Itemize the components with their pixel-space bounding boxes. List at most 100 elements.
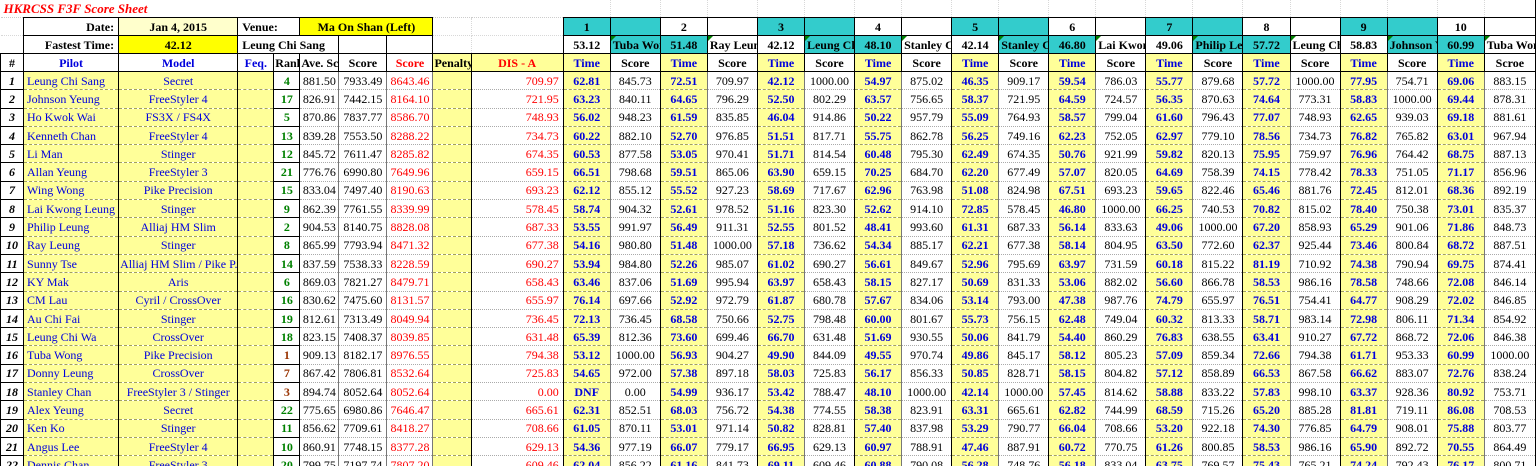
pilot-name-cell[interactable]: Lai Kwong Leung bbox=[23, 199, 120, 219]
round-2-score-cell[interactable]: 897.18 bbox=[706, 364, 758, 384]
round-7-time-cell[interactable]: 66.25 bbox=[1145, 199, 1193, 219]
round-2-time-cell[interactable]: 68.03 bbox=[659, 400, 708, 420]
round-8-number[interactable]: 8 bbox=[1242, 17, 1291, 36]
round-1-time-cell[interactable]: 54.36 bbox=[562, 437, 611, 457]
pilot-name-cell[interactable]: Leung Chi Wa bbox=[23, 327, 120, 347]
round-2-time-cell[interactable]: 51.69 bbox=[659, 272, 708, 292]
pilot-name-cell[interactable]: Johnson Yeung bbox=[23, 89, 120, 109]
row-number-cell[interactable]: 19 bbox=[0, 400, 25, 420]
round-4-time-cell[interactable]: 58.15 bbox=[854, 272, 902, 292]
ave-score-cell[interactable]: 856.62 bbox=[299, 419, 340, 438]
round-8-time-cell[interactable]: 67.20 bbox=[1242, 217, 1291, 237]
ave-score-cell[interactable]: 865.99 bbox=[299, 236, 340, 255]
rank-cell[interactable]: 9 bbox=[273, 199, 301, 219]
round-1-score-cell[interactable]: 882.10 bbox=[609, 126, 661, 146]
ave-score-cell[interactable]: 799.75 bbox=[299, 455, 340, 466]
round-3-time-cell[interactable]: 61.87 bbox=[756, 291, 805, 310]
round-6-time-cell[interactable]: 58.14 bbox=[1048, 236, 1096, 255]
round-2-time-cell[interactable]: 52.26 bbox=[659, 254, 708, 274]
dis-a-cell[interactable]: 794.38 bbox=[470, 345, 564, 365]
round-4-time-cell[interactable]: 62.96 bbox=[854, 181, 902, 201]
round-6-score-cell[interactable]: 805.23 bbox=[1095, 345, 1146, 365]
round-2-time-cell[interactable]: 52.92 bbox=[659, 291, 708, 310]
rank-cell[interactable]: 20 bbox=[273, 455, 301, 466]
round-8-time-cell[interactable]: 70.82 bbox=[1242, 199, 1291, 219]
model-cell[interactable]: FreeStyler 3 / Stinger bbox=[118, 382, 239, 402]
row-number-cell[interactable]: 20 bbox=[0, 418, 25, 438]
round-5-time-cell[interactable]: 56.28 bbox=[951, 455, 999, 466]
round-8-score-cell[interactable]: 710.92 bbox=[1289, 254, 1341, 274]
score-cell[interactable]: 7553.50 bbox=[338, 126, 388, 146]
round-6-time-cell[interactable]: 58.12 bbox=[1048, 345, 1096, 365]
date-value-cell[interactable]: Jan 4, 2015 bbox=[118, 17, 239, 36]
pilot-name-cell[interactable]: Tuba Wong bbox=[23, 345, 120, 365]
round-7-time-header[interactable]: Time bbox=[1145, 53, 1194, 72]
round-6-time-header[interactable]: Time bbox=[1048, 53, 1097, 72]
round-2-score-cell[interactable]: 841.73 bbox=[706, 455, 758, 466]
adjusted-score-cell[interactable]: 8418.27 bbox=[386, 419, 434, 438]
penalty-cell[interactable] bbox=[432, 126, 472, 146]
round-8-score-cell[interactable]: 759.97 bbox=[1289, 144, 1341, 164]
model-cell[interactable]: Pike Precision bbox=[118, 345, 239, 365]
round-8-time-cell[interactable]: 77.07 bbox=[1242, 108, 1291, 127]
score-cell[interactable]: 7793.94 bbox=[338, 236, 388, 255]
round-6-score-cell[interactable]: 804.95 bbox=[1095, 236, 1146, 255]
round-2-time-cell[interactable]: 51.48 bbox=[659, 236, 708, 255]
round-3-time-cell[interactable]: 50.82 bbox=[756, 419, 805, 438]
round-7-time-cell[interactable]: 64.69 bbox=[1145, 162, 1193, 182]
round-6-time-cell[interactable]: 58.15 bbox=[1048, 364, 1096, 384]
row-number-cell[interactable]: 10 bbox=[0, 235, 25, 255]
score-cell[interactable]: 7837.77 bbox=[338, 108, 388, 127]
round-9-score-cell[interactable]: 892.72 bbox=[1386, 437, 1438, 457]
pilot-name-cell[interactable]: Stanley Chan bbox=[23, 382, 120, 402]
round-4-fastest-time[interactable]: 48.10 bbox=[854, 35, 903, 54]
round-10-time-cell[interactable]: 71.34 bbox=[1436, 309, 1485, 329]
col-header-score[interactable]: Score bbox=[386, 53, 434, 72]
col-header-model[interactable]: Model bbox=[118, 53, 239, 72]
round-8-time-cell[interactable]: 58.53 bbox=[1242, 437, 1291, 457]
row-number-cell[interactable]: 17 bbox=[0, 363, 25, 384]
round-8-score-cell[interactable]: 983.14 bbox=[1289, 309, 1341, 329]
rank-cell[interactable]: 12 bbox=[273, 144, 301, 164]
col-header-rank[interactable]: Rank bbox=[273, 53, 301, 72]
model-cell[interactable]: FreeStyler 3 bbox=[118, 455, 239, 466]
round-10-time-cell[interactable]: 63.01 bbox=[1436, 126, 1485, 146]
round-2-score-cell[interactable]: 756.72 bbox=[706, 400, 758, 420]
round-5-score-cell[interactable]: 748.76 bbox=[998, 455, 1049, 466]
col-header-penalty[interactable]: Penalty bbox=[432, 53, 472, 72]
round-5-time-cell[interactable]: 56.25 bbox=[951, 126, 999, 146]
round-7-time-cell[interactable]: 74.79 bbox=[1145, 291, 1193, 310]
round-1-score-cell[interactable]: 697.66 bbox=[609, 291, 661, 310]
model-cell[interactable]: Pike Precision bbox=[118, 181, 239, 201]
dis-a-cell[interactable]: 687.33 bbox=[470, 217, 564, 237]
round-2-time-header[interactable]: Time bbox=[659, 53, 708, 72]
round-4-time-cell[interactable]: 60.00 bbox=[854, 309, 902, 329]
penalty-cell[interactable] bbox=[432, 309, 472, 329]
round-8-winner[interactable]: Leung Chi Sang bbox=[1289, 35, 1341, 54]
round-1-time-cell[interactable]: 62.81 bbox=[562, 71, 611, 91]
ave-score-cell[interactable]: 839.28 bbox=[299, 126, 340, 146]
row-number-cell[interactable]: 13 bbox=[0, 290, 25, 310]
round-6-fastest-time[interactable]: 46.80 bbox=[1048, 35, 1097, 54]
round-3-score-cell[interactable]: 725.83 bbox=[803, 364, 855, 384]
round-5-time-cell[interactable]: 62.20 bbox=[951, 162, 999, 182]
round-7-time-cell[interactable]: 62.97 bbox=[1145, 126, 1193, 146]
round-9-score-cell[interactable]: 719.11 bbox=[1386, 400, 1438, 420]
penalty-cell[interactable] bbox=[432, 144, 472, 164]
round-4-score-cell[interactable]: 914.10 bbox=[901, 199, 952, 219]
round-5-score-cell[interactable]: 841.79 bbox=[998, 327, 1049, 347]
rank-cell[interactable]: 4 bbox=[273, 70, 301, 91]
round-3-time-cell[interactable]: 42.12 bbox=[756, 71, 805, 91]
round-4-score-cell[interactable]: 862.78 bbox=[901, 126, 952, 146]
fastest-time-value-cell[interactable]: 42.12 bbox=[118, 35, 239, 54]
round-6-time-cell[interactable]: 56.18 bbox=[1048, 455, 1096, 466]
round-6-score-cell[interactable]: 833.63 bbox=[1095, 217, 1146, 237]
round-10-fastest-time[interactable]: 60.99 bbox=[1436, 35, 1485, 54]
round-9-time-cell[interactable]: 58.83 bbox=[1339, 89, 1388, 109]
round-10-time-cell[interactable]: 68.75 bbox=[1436, 144, 1485, 164]
round-8-time-cell[interactable]: 75.95 bbox=[1242, 144, 1291, 164]
round-2-winner[interactable]: Ray Leung bbox=[706, 35, 758, 54]
round-5-time-cell[interactable]: 53.14 bbox=[951, 291, 999, 310]
round-9-score-cell[interactable]: 953.33 bbox=[1386, 345, 1438, 365]
round-2-score-cell[interactable]: 972.79 bbox=[706, 291, 758, 310]
